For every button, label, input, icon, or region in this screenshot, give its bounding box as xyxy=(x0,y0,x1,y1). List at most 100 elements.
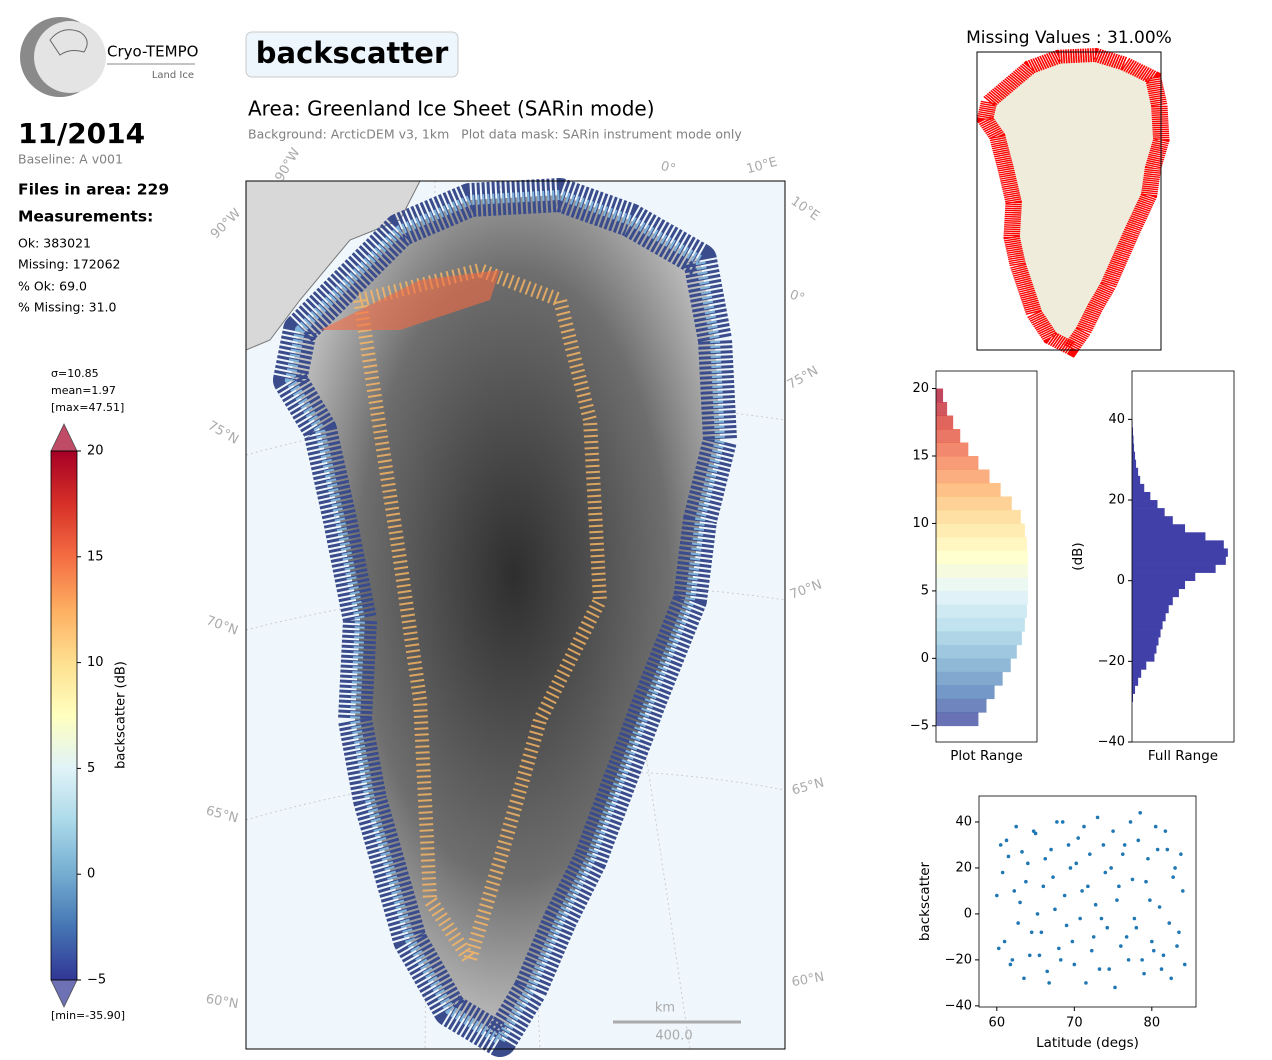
histogram-bar xyxy=(936,590,1028,605)
histogram-bar xyxy=(936,509,1021,524)
histogram-bar xyxy=(1132,508,1165,517)
lon-label: 0° xyxy=(659,159,677,177)
lat-label: 60°N xyxy=(791,970,826,990)
scatter-point xyxy=(1126,958,1131,962)
colorbar-tick-label: 10 xyxy=(87,655,104,670)
scatter-point xyxy=(1029,930,1034,935)
scatter-point xyxy=(1165,847,1170,852)
x-axis-label: Latitude (degs) xyxy=(1036,1035,1139,1051)
histogram-bar xyxy=(1132,548,1228,557)
histogram-bar xyxy=(1132,532,1206,541)
scatter-point xyxy=(1146,856,1150,861)
histogram-bar xyxy=(936,536,1027,551)
histogram-bar xyxy=(936,429,961,443)
scatter-point xyxy=(998,843,1003,847)
scatter-point xyxy=(1008,962,1013,967)
scatter-point xyxy=(1091,935,1096,939)
colorbar-extend-max xyxy=(50,423,78,452)
scatter-point xyxy=(1169,976,1173,981)
scatter-point xyxy=(1113,985,1117,990)
scatter-point xyxy=(1142,971,1146,976)
scatter-point xyxy=(1105,925,1110,930)
minimap-frame xyxy=(976,51,1162,351)
histogram-bar xyxy=(936,550,1028,565)
x-tick-label: 60 xyxy=(989,1016,1006,1031)
colorbar-frame xyxy=(50,450,78,981)
scatter-point xyxy=(1181,889,1185,893)
scatter-point xyxy=(1132,916,1137,921)
variable-title: backscatter xyxy=(256,36,449,70)
scatter-point xyxy=(1124,935,1129,939)
scatter-point xyxy=(1182,962,1187,967)
histogram-bar xyxy=(1132,669,1142,678)
y-tick-label: −5 xyxy=(910,718,929,733)
histogram-bar xyxy=(1132,645,1157,654)
scatter-point xyxy=(1150,939,1154,944)
y-tick-label: 40 xyxy=(955,814,972,829)
y-tick-label: 20 xyxy=(955,860,972,875)
colorbar-tick-label: 5 xyxy=(87,761,95,776)
histogram-bar xyxy=(1132,564,1216,573)
scatter-point xyxy=(1012,889,1017,893)
histogram-bar xyxy=(1132,516,1173,525)
missing-map xyxy=(976,51,1162,351)
y-tick-label: 40 xyxy=(1108,412,1125,427)
scatter-point xyxy=(1043,856,1048,861)
histogram-bar xyxy=(1132,435,1134,444)
histogram-bar xyxy=(936,523,1025,538)
scatter-point xyxy=(1058,958,1063,962)
histogram-bar xyxy=(936,577,1028,592)
scatter-point xyxy=(1148,898,1152,902)
y-tick-label: 0 xyxy=(921,651,929,666)
histogram-bar xyxy=(936,658,1011,673)
histogram-bar xyxy=(1132,572,1196,581)
scatter-point xyxy=(1016,921,1020,925)
x-tick-label: 70 xyxy=(1066,1016,1083,1031)
lat-label: 65°N xyxy=(204,804,240,827)
histogram-bar xyxy=(1132,677,1139,686)
histogram-bar xyxy=(1132,500,1158,509)
histogram-bar xyxy=(1132,693,1134,702)
histogram-bar xyxy=(1132,443,1135,452)
scatter-point xyxy=(1089,948,1094,953)
y-tick-label: −40 xyxy=(1098,735,1125,750)
histogram-bar xyxy=(936,496,1012,511)
scatter-point xyxy=(1157,905,1162,909)
histogram-bar xyxy=(1132,467,1139,477)
scatter-point xyxy=(1064,923,1069,928)
scatter-point xyxy=(1086,884,1090,889)
scatter-point xyxy=(1161,953,1166,958)
scatter-point xyxy=(1153,824,1158,829)
scatter-point xyxy=(1070,939,1075,944)
histogram-bar xyxy=(936,455,979,470)
missing-count: Missing: 172062 xyxy=(18,257,121,272)
y-tick-label: 10 xyxy=(912,516,929,531)
scatter-point xyxy=(1109,866,1113,870)
scatter-point xyxy=(1002,939,1007,944)
histogram-bar xyxy=(1132,580,1186,590)
y-tick-label: 20 xyxy=(1108,493,1125,508)
scatter-point xyxy=(1049,847,1053,852)
scatter-point xyxy=(1119,944,1123,948)
scatter-point xyxy=(1128,820,1133,824)
scale-unit: km xyxy=(655,1001,675,1016)
colorbar-min: [min=-35.90] xyxy=(51,1009,125,1022)
axes-frame xyxy=(978,795,1197,1008)
scatter-point xyxy=(1097,967,1102,971)
scatter-point xyxy=(1144,879,1148,884)
scatter-point xyxy=(1047,981,1051,985)
scatter-point xyxy=(1057,946,1061,951)
scatter-point xyxy=(1074,861,1079,866)
scatter-point xyxy=(1080,889,1084,893)
scatter-point xyxy=(1140,958,1144,962)
scatter-point xyxy=(1014,824,1018,829)
scatter-point xyxy=(1076,836,1080,840)
scatter-point xyxy=(1072,962,1077,967)
scatter-point xyxy=(1171,875,1175,879)
scatter-point xyxy=(1006,854,1011,859)
colorbar-tick-label: 0 xyxy=(87,867,95,882)
scatter-point xyxy=(1026,861,1030,866)
scale-value: 400.0 xyxy=(655,1029,692,1044)
histogram-bar xyxy=(1132,524,1186,533)
